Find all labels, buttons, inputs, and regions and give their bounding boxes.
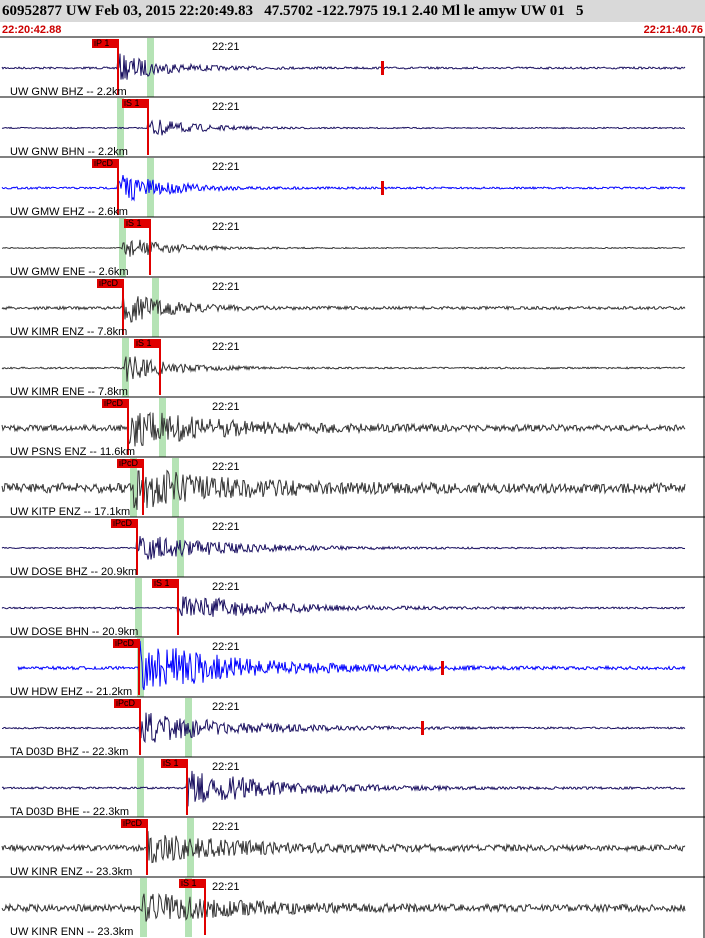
green-band <box>137 638 144 697</box>
station-label: UW DOSE BHN -- 20.9km <box>10 626 138 638</box>
time-mark: 22:21 <box>212 821 240 833</box>
time-mark: 22:21 <box>212 341 240 353</box>
amplitude-marker <box>421 721 424 735</box>
pick-flag <box>152 579 178 588</box>
end-time: 22:21:40.76 <box>644 24 703 36</box>
time-mark: 22:21 <box>212 41 240 53</box>
event-title: 60952877 UW Feb 03, 2015 22:20:49.83 47.… <box>2 3 584 19</box>
pick-label: iS 1 <box>163 758 179 768</box>
green-band <box>172 458 179 517</box>
pick-flag <box>102 399 128 408</box>
station-label: UW GNW BHN -- 2.2km <box>10 146 128 158</box>
station-label: TA D03D BHE -- 22.3km <box>10 806 129 818</box>
green-band <box>122 338 129 397</box>
time-mark: 22:21 <box>212 701 240 713</box>
green-band <box>152 278 159 337</box>
station-label: UW GMW ENE -- 2.6km <box>10 266 129 278</box>
green-band <box>187 818 194 877</box>
pick-label: iPcD <box>119 458 139 468</box>
pick-flag <box>92 39 118 48</box>
station-label: UW PSNS ENZ -- 11.6km <box>10 446 135 458</box>
station-label: UW KIMR ENE -- 7.8km <box>10 386 128 398</box>
waveform <box>1 892 686 922</box>
time-mark: 22:21 <box>212 461 240 473</box>
pick-label: iPcD <box>94 158 114 168</box>
station-label: UW KINR ENZ -- 23.3km <box>10 866 132 878</box>
station-label: UW KINR ENN -- 23.3km <box>10 926 133 938</box>
station-label: UW KITP ENZ -- 17.1km <box>10 506 130 518</box>
time-mark: 22:21 <box>212 581 240 593</box>
pick-flag <box>97 279 123 288</box>
pick-label: iS 1 <box>136 338 152 348</box>
pick-label: iPcD <box>115 638 135 648</box>
pick-flag <box>113 639 139 648</box>
pick-label: iPcD <box>99 278 119 288</box>
waveform <box>1 411 686 447</box>
waveform <box>1 119 686 136</box>
waveform <box>1 53 686 80</box>
amplitude-marker <box>441 661 444 675</box>
waveform <box>1 291 686 323</box>
amplitude-marker <box>381 61 384 75</box>
waveform <box>1 469 686 510</box>
station-label: UW GMW EHZ -- 2.6km <box>10 206 128 218</box>
station-label: UW HDW EHZ -- 21.2km <box>10 686 132 698</box>
time-mark: 22:21 <box>212 281 240 293</box>
time-mark: 22:21 <box>212 641 240 653</box>
pick-label: iPcD <box>113 518 133 528</box>
pick-label: iPcD <box>123 818 143 828</box>
amplitude-marker <box>381 181 384 195</box>
time-mark: 22:21 <box>212 221 240 233</box>
waveform <box>17 640 686 691</box>
waveform <box>1 770 686 807</box>
pick-flag <box>179 879 205 888</box>
time-mark: 22:21 <box>212 521 240 533</box>
station-label: UW GNW BHZ -- 2.2km <box>10 86 127 98</box>
pick-flag <box>124 219 150 228</box>
pick-flag <box>111 519 137 528</box>
pick-label: iPcD <box>104 398 124 408</box>
pick-label: iS 1 <box>126 218 142 228</box>
green-band <box>140 878 147 937</box>
pick-label: iP 1 <box>94 38 109 48</box>
waveform <box>1 712 686 744</box>
pick-flag <box>92 159 118 168</box>
pick-label: iS 1 <box>181 878 197 888</box>
station-label: UW KIMR ENZ -- 7.8km <box>10 326 127 338</box>
time-mark: 22:21 <box>212 161 240 173</box>
station-label: UW DOSE BHZ -- 20.9km <box>10 566 137 578</box>
header-bar <box>0 0 705 22</box>
pick-flag <box>121 819 147 828</box>
time-mark: 22:21 <box>212 761 240 773</box>
pick-flag <box>122 99 148 108</box>
waveform <box>1 239 686 257</box>
waveform <box>1 533 686 560</box>
pick-flag <box>114 699 140 708</box>
pick-label: iS 1 <box>124 98 140 108</box>
pick-flag <box>161 759 187 768</box>
waveform <box>1 596 685 619</box>
waveform <box>1 175 686 202</box>
time-mark: 22:21 <box>212 101 240 113</box>
pick-flag <box>117 459 143 468</box>
waveform <box>1 356 686 382</box>
waveform <box>1 831 686 864</box>
pick-label: iPcD <box>116 698 136 708</box>
pick-label: iS 1 <box>154 578 170 588</box>
start-time: 22:20:42.88 <box>2 24 61 36</box>
time-mark: 22:21 <box>212 401 240 413</box>
pick-flag <box>134 339 160 348</box>
station-label: TA D03D BHZ -- 22.3km <box>10 746 128 758</box>
time-mark: 22:21 <box>212 881 240 893</box>
